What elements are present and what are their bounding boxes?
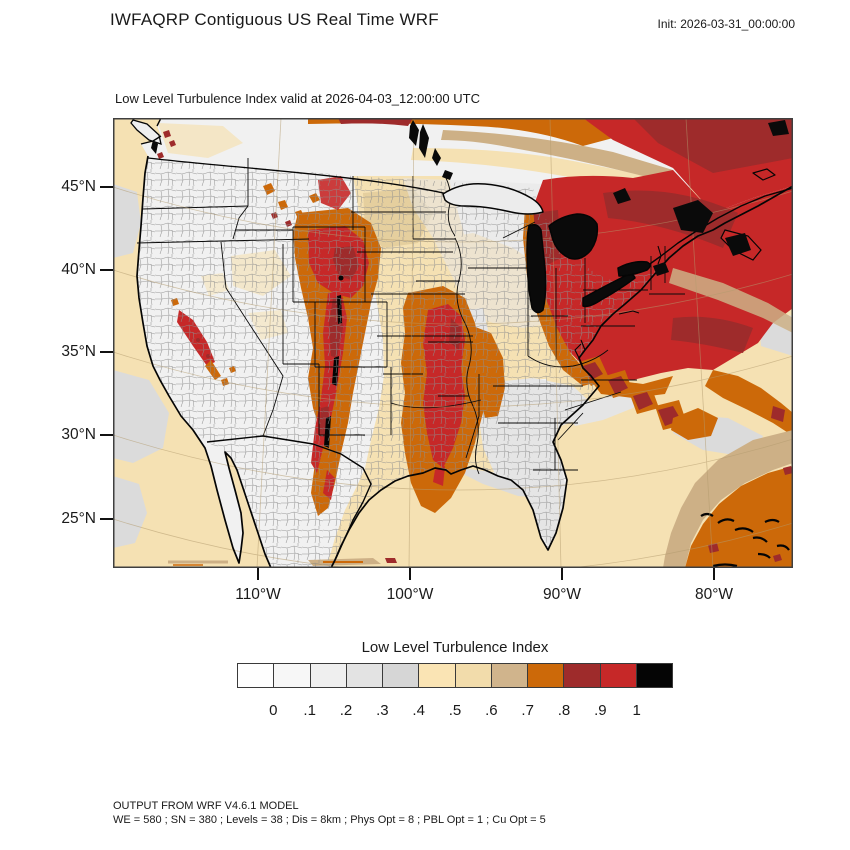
lon-tick-mark bbox=[409, 568, 411, 580]
colorbar-tick-label: .8 bbox=[557, 702, 571, 719]
colorbar-cell bbox=[418, 663, 456, 688]
valid-time-subtitle: Low Level Turbulence Index valid at 2026… bbox=[115, 91, 480, 106]
coastlines bbox=[136, 118, 793, 568]
lat-tick-mark bbox=[100, 518, 113, 520]
colorbar-title: Low Level Turbulence Index bbox=[361, 639, 549, 656]
lake-michigan bbox=[526, 223, 547, 314]
colorbar-cell bbox=[273, 663, 311, 688]
map-canvas bbox=[113, 118, 793, 568]
lon-tick-label: 110°W bbox=[235, 586, 281, 603]
colorbar-tick-label: .1 bbox=[303, 702, 316, 719]
lat-tick-label: 25°N bbox=[61, 510, 96, 527]
footer-line-1: OUTPUT FROM WRF V4.6.1 MODEL bbox=[113, 800, 299, 812]
footer-line-2: WE = 580 ; SN = 380 ; Levels = 38 ; Dis … bbox=[113, 814, 546, 826]
bahamas-high-turbulence bbox=[663, 430, 793, 568]
colorbar-tick-label: .5 bbox=[448, 702, 462, 719]
lat-tick-mark bbox=[100, 186, 113, 188]
colorbar-cell bbox=[237, 663, 275, 688]
colorbar bbox=[237, 663, 673, 688]
model-config-footer: OUTPUT FROM WRF V4.6.1 MODEL WE = 580 ; … bbox=[113, 799, 546, 827]
lat-tick-label: 35°N bbox=[61, 343, 96, 360]
map-frame bbox=[113, 118, 793, 568]
colorbar-cell bbox=[345, 663, 383, 688]
colorbar-cell bbox=[309, 663, 347, 688]
lat-tick-mark bbox=[100, 351, 113, 353]
init-timestamp: Init: 2026-03-31_00:00:00 bbox=[657, 17, 795, 31]
colorbar-tick-label: 1 bbox=[632, 702, 641, 719]
lake-erie bbox=[582, 273, 636, 308]
colorbar-tick-label: .9 bbox=[594, 702, 607, 719]
colorbar-tick-labels: 0 .1 .2 .3 .4 .5 .6 .7 .8 .9 1 bbox=[237, 702, 673, 722]
north-edge-bands bbox=[308, 118, 723, 213]
colorbar-cell bbox=[382, 663, 420, 688]
colorbar-cell bbox=[454, 663, 492, 688]
lon-tick-mark bbox=[561, 568, 563, 580]
colorbar-cell bbox=[563, 663, 601, 688]
page-title: IWFAQRP Contiguous US Real Time WRF bbox=[110, 10, 439, 29]
colorbar-cell bbox=[490, 663, 528, 688]
colorbar-cell bbox=[599, 663, 637, 688]
colorbar-tick-label: .6 bbox=[485, 702, 498, 719]
colorbar-tick-label: .3 bbox=[376, 702, 389, 719]
conus-turbulence-map-svg bbox=[113, 118, 793, 568]
lon-tick-mark bbox=[713, 568, 715, 580]
lake-superior bbox=[442, 182, 544, 215]
state-boundaries bbox=[136, 158, 685, 475]
colorbar-tick-label: .4 bbox=[412, 702, 425, 719]
colorbar-cell bbox=[635, 663, 673, 688]
lon-tick-mark bbox=[257, 568, 259, 580]
lake-huron bbox=[548, 213, 599, 260]
extreme-value-blobs bbox=[151, 120, 789, 276]
great-lakes bbox=[442, 182, 651, 314]
colorbar-tick-label: .7 bbox=[521, 702, 534, 719]
colorbar-cell bbox=[527, 663, 565, 688]
lake-ontario bbox=[617, 260, 651, 277]
lat-tick-label: 40°N bbox=[61, 261, 96, 278]
colorbar-tick-label: 0 bbox=[269, 702, 278, 719]
lat-tick-mark bbox=[100, 269, 113, 271]
lat-tick-label: 45°N bbox=[61, 178, 96, 195]
lat-tick-label: 30°N bbox=[61, 426, 96, 443]
lon-tick-label: 100°W bbox=[386, 586, 434, 603]
colorbar-tick-label: .2 bbox=[339, 702, 353, 719]
lon-tick-label: 90°W bbox=[542, 586, 582, 603]
lon-tick-label: 80°W bbox=[694, 586, 734, 603]
lat-tick-mark bbox=[100, 434, 113, 436]
island-chains bbox=[700, 512, 790, 568]
atlantic-bands bbox=[669, 268, 793, 436]
